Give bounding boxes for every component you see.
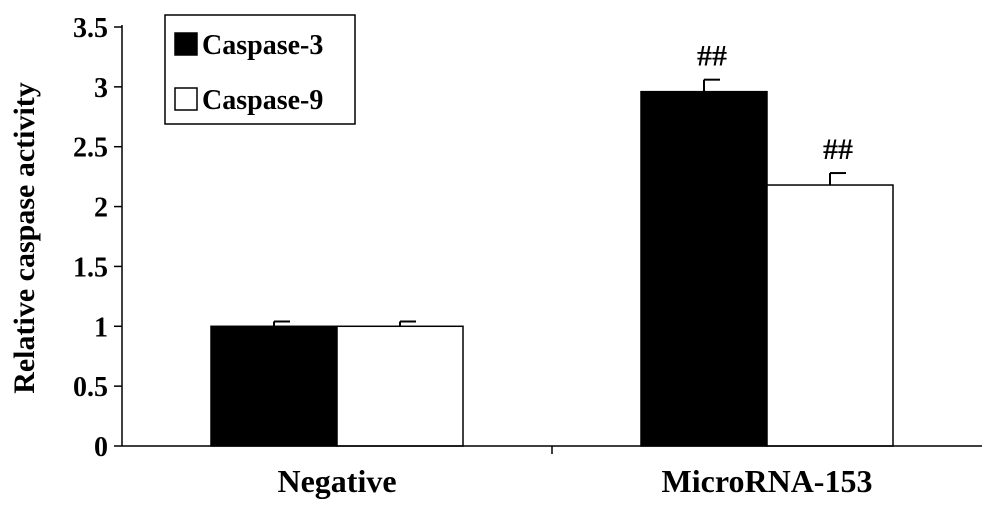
y-tick-label-0: 0 <box>94 432 108 463</box>
x-category-label-microrna-153: MicroRNA-153 <box>662 463 873 499</box>
y-tick-label-2-5: 2.5 <box>73 133 108 164</box>
x-category-label-negative: Negative <box>277 463 396 499</box>
legend-swatch-caspase-9 <box>174 87 198 111</box>
annotation-caspase-9-microrna-153: ## <box>823 133 853 166</box>
bar-caspase-9-negative <box>336 325 464 447</box>
y-tick-label-1: 1 <box>94 312 108 343</box>
y-tick-label-1-5: 1.5 <box>73 252 108 283</box>
legend-swatch-caspase-3 <box>174 32 198 56</box>
annotation-caspase-3-microrna-153: ## <box>697 40 727 73</box>
legend: Caspase-3 Caspase-9 <box>164 14 356 125</box>
y-tick-label-3: 3 <box>94 73 108 104</box>
y-axis-ticks: 0 0.5 1 1.5 2 2.5 3 3.5 <box>73 13 122 463</box>
legend-label-caspase-3: Caspase-3 <box>202 30 323 61</box>
y-tick-label-2: 2 <box>94 193 108 224</box>
y-axis-title: Relative caspase activity <box>8 82 41 394</box>
legend-label-caspase-9: Caspase-9 <box>202 85 323 116</box>
bar-caspase-9-microrna-153 <box>766 184 894 447</box>
y-tick-label-3-5: 3.5 <box>73 13 108 44</box>
axes <box>121 25 982 454</box>
category-labels: Negative MicroRNA-153 <box>277 463 872 499</box>
bars: ## ## <box>210 40 894 447</box>
bar-caspase-3-negative <box>210 325 338 447</box>
y-tick-label-0-5: 0.5 <box>73 372 108 403</box>
bar-caspase-3-microrna-153 <box>640 90 768 447</box>
